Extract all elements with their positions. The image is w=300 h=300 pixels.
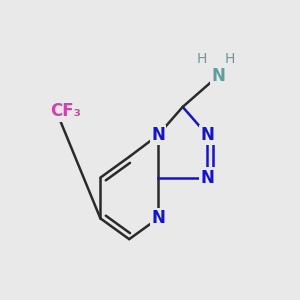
Text: N: N — [151, 126, 165, 144]
Text: N: N — [212, 67, 225, 85]
Text: N: N — [151, 209, 165, 227]
Text: H: H — [197, 52, 207, 66]
Text: N: N — [200, 126, 214, 144]
Text: N: N — [200, 169, 214, 187]
Text: H: H — [225, 52, 236, 66]
Text: CF₃: CF₃ — [50, 102, 81, 120]
